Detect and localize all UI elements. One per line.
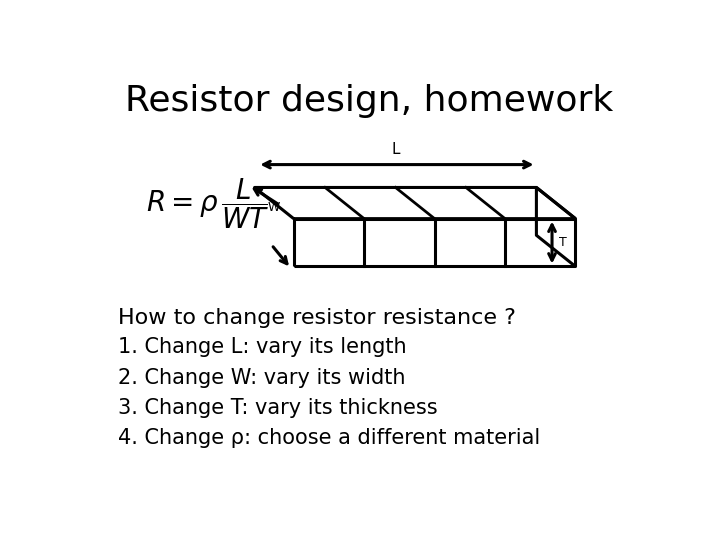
Text: L: L — [391, 142, 400, 157]
Text: Resistor design, homework: Resistor design, homework — [125, 84, 613, 118]
Text: How to change resistor resistance ?: How to change resistor resistance ? — [118, 308, 516, 328]
Text: 2. Change W: vary its width: 2. Change W: vary its width — [118, 368, 405, 388]
Text: 4. Change ρ: choose a different material: 4. Change ρ: choose a different material — [118, 428, 540, 448]
Text: T: T — [559, 236, 567, 249]
Text: $R = \rho\,\dfrac{L}{WT}$: $R = \rho\,\dfrac{L}{WT}$ — [145, 177, 269, 232]
Text: W: W — [268, 201, 280, 214]
Text: 1. Change L: vary its length: 1. Change L: vary its length — [118, 337, 407, 357]
Text: 3. Change T: vary its thickness: 3. Change T: vary its thickness — [118, 398, 438, 418]
